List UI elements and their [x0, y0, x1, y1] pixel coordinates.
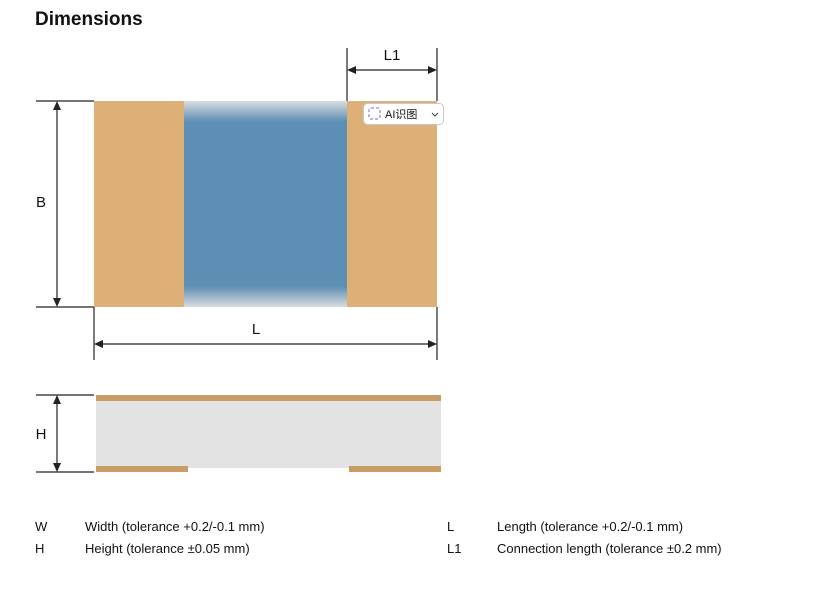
terminal	[349, 466, 441, 472]
dimension-label: L1	[384, 47, 401, 64]
description: Height (tolerance ±0.05 mm)	[85, 541, 250, 556]
top-view: L1 B L	[36, 47, 438, 360]
symbol: H	[35, 541, 44, 556]
terminal	[347, 101, 437, 307]
body	[184, 101, 347, 307]
side-view: H	[36, 394, 441, 473]
dimension-label: L	[252, 321, 260, 338]
description: Length (tolerance +0.2/-0.1 mm)	[497, 519, 683, 534]
dimension-label: B	[36, 194, 46, 211]
symbol: W	[35, 519, 48, 534]
symbol: L	[447, 519, 454, 534]
description: Connection length (tolerance ±0.2 mm)	[497, 541, 722, 556]
terminal	[94, 101, 184, 307]
title: Dimensions	[35, 9, 143, 30]
terminal	[96, 466, 188, 472]
dimension-label: H	[36, 426, 47, 443]
terminal	[96, 395, 441, 401]
body	[96, 398, 441, 468]
symbol: L1	[447, 541, 461, 556]
button-label[interactable]: AI识图	[385, 108, 417, 121]
ai-button[interactable]: AI识图	[363, 103, 444, 125]
legend: W Width (tolerance +0.2/-0.1 mm) L Lengt…	[35, 519, 722, 556]
description: Width (tolerance +0.2/-0.1 mm)	[85, 519, 265, 534]
